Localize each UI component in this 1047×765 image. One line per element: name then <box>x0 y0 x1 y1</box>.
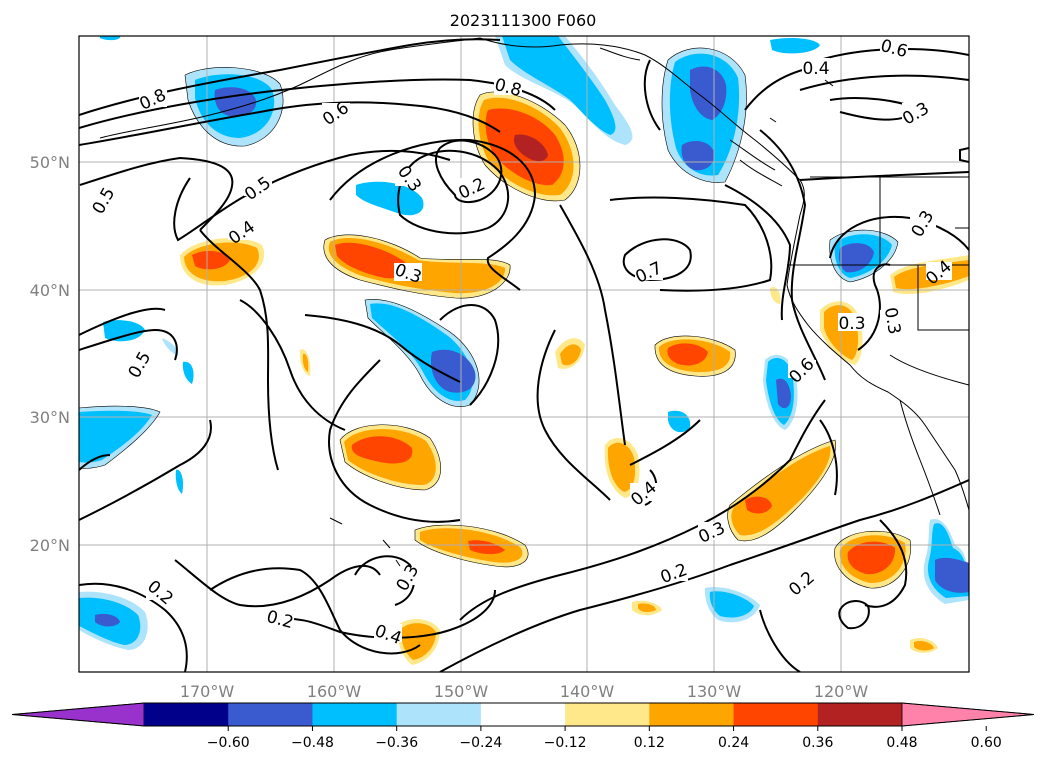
colorbar-label: 0.60 <box>971 735 1002 751</box>
lat-label: 50°N <box>30 153 70 172</box>
coastlines <box>99 37 969 567</box>
colorbar-label: −0.48 <box>291 735 334 751</box>
colorbar-frame <box>11 702 1035 727</box>
colorbar: −0.60 −0.48 −0.36 −0.24 −0.12 0.12 0.24 0.36 0.4… <box>11 702 1035 751</box>
lon-label: 120°W <box>814 682 869 701</box>
shaded-field <box>79 36 969 665</box>
contour-label: 0.3 <box>880 306 904 336</box>
colorbar-segment <box>565 703 650 726</box>
negative-region <box>175 469 184 494</box>
lon-labels: 170°W 160°W 150°W 140°W 130°W 120°W <box>180 682 869 701</box>
negative-region <box>100 36 121 41</box>
lat-labels: 50°N 40°N 30°N 20°N <box>30 153 70 555</box>
colorbar-label: 0.24 <box>718 735 749 751</box>
colorbar-extend-high <box>901 702 1035 727</box>
colorbar-segment <box>480 703 566 726</box>
negative-region <box>770 37 820 54</box>
negative-region <box>79 591 148 650</box>
positive-region <box>770 286 781 304</box>
negative-region <box>662 48 747 183</box>
colorbar-label: 0.36 <box>802 735 833 751</box>
lat-label: 30°N <box>30 408 70 427</box>
positive-region <box>302 353 309 372</box>
colorbar-segment <box>817 703 903 726</box>
colorbar-extend-low <box>11 702 145 727</box>
colorbar-segment <box>396 703 482 726</box>
colorbar-label: −0.12 <box>544 735 587 751</box>
lat-label: 40°N <box>30 281 70 300</box>
colorbar-label: −0.36 <box>375 735 418 751</box>
positive-region <box>914 640 934 651</box>
lon-label: 170°W <box>180 682 235 701</box>
positive-region <box>654 335 736 377</box>
contour-label: 0.4 <box>802 59 829 79</box>
colorbar-label: −0.24 <box>459 735 502 751</box>
contour-lines <box>79 38 969 672</box>
negative-region <box>162 338 179 356</box>
map-area: 0.8 0.6 0.5 0.4 0.3 0.2 0.8 0.3 0.5 0.7 … <box>79 36 969 672</box>
negative-region <box>668 410 691 433</box>
negative-region <box>103 320 145 342</box>
lon-label: 150°W <box>434 682 489 701</box>
contour-label: 0.3 <box>838 314 865 334</box>
negative-region <box>185 67 284 147</box>
positive-region <box>638 603 656 613</box>
negative-region <box>356 181 424 216</box>
negative-region <box>923 519 969 604</box>
colorbar-segment <box>312 703 398 726</box>
positive-region <box>340 424 441 490</box>
map-title: 2023111300 F060 <box>450 11 597 30</box>
positive-region <box>727 440 836 541</box>
colorbar-label: 0.48 <box>886 735 917 751</box>
map-frame <box>78 35 970 673</box>
positive-region <box>604 437 640 498</box>
positive-region <box>560 344 581 366</box>
negative-region <box>709 591 754 618</box>
colorbar-segment <box>144 703 229 726</box>
lon-label: 160°W <box>307 682 362 701</box>
negative-region <box>365 299 480 407</box>
colorbar-segment <box>649 703 735 726</box>
lat-label: 20°N <box>30 536 70 555</box>
positive-region <box>180 237 265 286</box>
colorbar-label: 0.12 <box>634 735 665 751</box>
negative-region <box>182 361 194 384</box>
colorbar-segment <box>228 703 313 726</box>
graticule <box>79 36 969 672</box>
contour-labels: 0.8 0.6 0.5 0.4 0.3 0.2 0.8 0.3 0.5 0.7 … <box>89 36 956 649</box>
negative-region <box>79 406 160 469</box>
colorbar-segment <box>733 703 819 726</box>
positive-region <box>415 525 529 567</box>
colorbar-label: −0.60 <box>207 735 250 751</box>
lon-label: 130°W <box>687 682 742 701</box>
lon-label: 140°W <box>560 682 615 701</box>
